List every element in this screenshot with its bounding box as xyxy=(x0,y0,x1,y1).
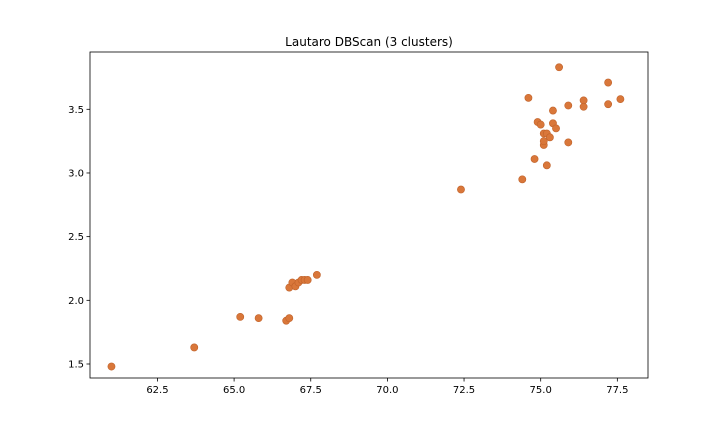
y-tick-label: 3.5 xyxy=(68,105,84,116)
data-point xyxy=(564,101,573,110)
data-point xyxy=(303,276,312,284)
data-point xyxy=(555,63,563,72)
x-tick-label: 77.5 xyxy=(606,385,628,396)
data-point xyxy=(312,270,321,279)
data-point xyxy=(457,185,465,194)
x-tick-label: 67.5 xyxy=(300,385,322,396)
chart-title: Lautaro DBScan (3 clusters) xyxy=(285,35,453,49)
data-point xyxy=(549,106,557,115)
data-point xyxy=(552,124,560,133)
x-tick-label: 65.0 xyxy=(223,385,245,396)
data-points xyxy=(107,63,625,371)
data-point xyxy=(236,312,245,321)
x-tick-label: 75.0 xyxy=(530,385,552,396)
x-axis: 62.5 65.0 67.5 70.0 72.5 75.0 77.5 xyxy=(146,378,628,396)
data-point xyxy=(564,138,573,147)
y-axis: 1.5 2.0 2.5 3.0 3.5 xyxy=(68,105,90,370)
y-tick-label: 2.5 xyxy=(68,232,84,243)
data-point xyxy=(539,137,548,146)
x-tick-label: 70.0 xyxy=(376,385,398,396)
data-point xyxy=(616,95,625,104)
data-point xyxy=(254,314,263,323)
y-tick-label: 3.0 xyxy=(68,168,84,179)
data-point xyxy=(579,102,588,111)
x-tick-label: 62.5 xyxy=(146,385,168,396)
data-point xyxy=(604,100,613,109)
data-point xyxy=(524,93,533,102)
data-point xyxy=(190,343,199,352)
data-point xyxy=(530,155,539,163)
data-point xyxy=(604,78,613,87)
data-point xyxy=(285,314,294,323)
x-tick-label: 72.5 xyxy=(453,385,475,396)
plot-area-frame xyxy=(89,51,649,379)
data-point xyxy=(545,133,554,142)
y-tick-label: 1.5 xyxy=(68,359,84,370)
y-tick-label: 2.0 xyxy=(68,296,84,307)
data-point xyxy=(518,175,527,184)
data-point xyxy=(536,120,545,129)
data-point xyxy=(542,161,551,170)
data-point xyxy=(107,362,116,371)
